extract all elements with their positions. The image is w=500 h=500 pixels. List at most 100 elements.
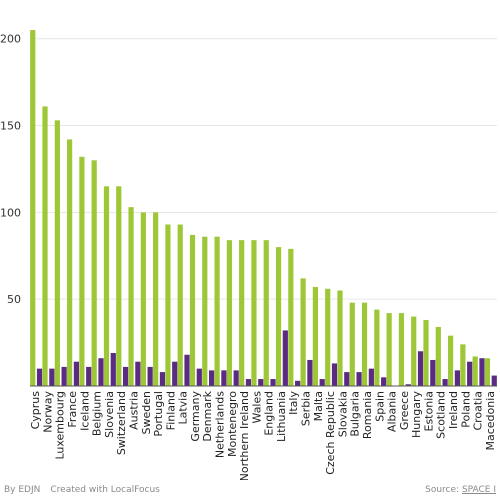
bar-series-2[interactable] [270, 379, 276, 386]
x-category-label: Austria [127, 391, 140, 430]
bar-series-1[interactable] [361, 302, 368, 386]
bar-series-2[interactable] [344, 372, 350, 386]
x-category-label: Belgium [91, 391, 104, 436]
x-category-label: Portugal [152, 391, 165, 437]
source-link[interactable]: SPACE I [461, 485, 496, 495]
source-credit: Source: SPACE I [425, 485, 496, 495]
bar-series-2[interactable] [356, 372, 362, 386]
bar-series-1[interactable] [239, 240, 245, 386]
bar-series-1[interactable] [202, 236, 208, 386]
bar-series-2[interactable] [98, 358, 104, 386]
bar-series-1[interactable] [312, 287, 319, 386]
bar-series-1[interactable] [214, 236, 220, 386]
bar-series-2[interactable] [122, 366, 129, 386]
footer-credits: By EDJN Created with LocalFocus [4, 485, 160, 495]
bar-series-1[interactable] [153, 212, 159, 386]
x-category-label: Serbia [300, 391, 313, 426]
x-category-label: Croatia [472, 391, 485, 431]
bar-series-1[interactable] [288, 248, 294, 386]
bar-series-2[interactable] [381, 377, 387, 386]
bar-series-1[interactable] [128, 207, 134, 386]
bar-series-1[interactable] [300, 278, 306, 386]
bar-series-1[interactable] [423, 320, 429, 386]
x-category-label: Denmark [201, 390, 214, 441]
bar-series-2[interactable] [479, 358, 485, 386]
bar-series-2[interactable] [258, 379, 264, 386]
bar-series-1[interactable] [484, 358, 491, 386]
bar-series-2[interactable] [86, 366, 92, 386]
bar-series-1[interactable] [275, 247, 282, 386]
bar-series-2[interactable] [454, 370, 460, 386]
bar-series-2[interactable] [467, 361, 473, 386]
x-category-label: Montenegro [226, 391, 239, 457]
bar-series-2[interactable] [159, 372, 166, 386]
bar-series-2[interactable] [184, 354, 190, 386]
bar-series-1[interactable] [325, 288, 331, 386]
bar-series-2[interactable] [233, 370, 239, 386]
bar-series-2[interactable] [491, 375, 497, 386]
bar-series-1[interactable] [386, 313, 392, 386]
bar-series-1[interactable] [398, 313, 405, 386]
bar-series-1[interactable] [165, 224, 171, 386]
bar-series-2[interactable] [135, 361, 141, 386]
bar-series-2[interactable] [49, 368, 55, 386]
bar-series-2[interactable] [221, 370, 227, 386]
bar-series-1[interactable] [91, 160, 97, 386]
bar-series-2[interactable] [405, 384, 411, 386]
bar-series-1[interactable] [374, 309, 380, 386]
bar-series-1[interactable] [472, 356, 478, 386]
bar-series-1[interactable] [116, 186, 122, 386]
bar-series-1[interactable] [460, 344, 466, 386]
bar-series-2[interactable] [368, 368, 374, 386]
bar-series-1[interactable] [349, 302, 355, 386]
bar-chart: 50 100 150 200 Cyprus Norway Luxembourg France… [0, 30, 497, 480]
x-category-label: Bulgaria [349, 391, 362, 437]
bar-series-1[interactable] [103, 186, 110, 386]
x-category-label: Finland [164, 391, 177, 430]
bar-series-1[interactable] [189, 234, 196, 386]
bar-series-2[interactable] [430, 359, 436, 386]
bar-series-2[interactable] [331, 363, 338, 386]
x-category-label: Germany [189, 391, 202, 442]
bar-series-2[interactable] [307, 359, 313, 386]
bar-series-1[interactable] [411, 316, 417, 386]
bar-series-1[interactable] [67, 139, 73, 386]
bar-series-2[interactable] [110, 353, 116, 386]
bar-series-2[interactable] [73, 361, 80, 386]
x-category-label: Greece [398, 391, 411, 430]
bar-series-1[interactable] [30, 30, 36, 387]
bar-series-1[interactable] [263, 240, 269, 386]
bar-series-2[interactable] [147, 366, 153, 386]
bar-series-2[interactable] [196, 368, 202, 386]
bar-series-1[interactable] [226, 240, 232, 386]
author-credit: By EDJN [4, 485, 41, 495]
bar-series-1[interactable] [251, 240, 257, 386]
bar-series-1[interactable] [177, 224, 183, 386]
bar-series-2[interactable] [319, 379, 325, 386]
bar-series-1[interactable] [79, 156, 85, 386]
x-category-label: Sweden [140, 391, 153, 434]
bar-series-2[interactable] [442, 379, 448, 386]
bar-series-1[interactable] [337, 290, 343, 387]
bar-series-2[interactable] [245, 379, 252, 386]
bar-series-2[interactable] [208, 370, 215, 386]
bar-series-2[interactable] [36, 368, 43, 386]
bar-series-1[interactable] [140, 212, 146, 386]
bar-series-1[interactable] [447, 335, 454, 386]
bar-series-2[interactable] [172, 361, 178, 386]
bar-series-1[interactable] [42, 106, 48, 386]
x-category-label: Ireland [447, 391, 460, 429]
x-category-label: Wales [250, 391, 263, 424]
x-category-label: Italy [287, 391, 300, 415]
bar-series-1[interactable] [54, 120, 60, 386]
x-category-label: Spain [373, 391, 386, 422]
bar-series-2[interactable] [417, 351, 424, 386]
bar-series-2[interactable] [282, 330, 288, 386]
x-category-label: Northern Ireland [238, 391, 251, 480]
bar-series-2[interactable] [61, 366, 67, 386]
bar-series-2[interactable] [295, 380, 301, 386]
bar-series-1[interactable] [435, 326, 441, 386]
tool-credit[interactable]: Created with LocalFocus [50, 485, 160, 495]
x-category-label: Luxembourg [54, 391, 67, 460]
gridlines [30, 38, 497, 300]
